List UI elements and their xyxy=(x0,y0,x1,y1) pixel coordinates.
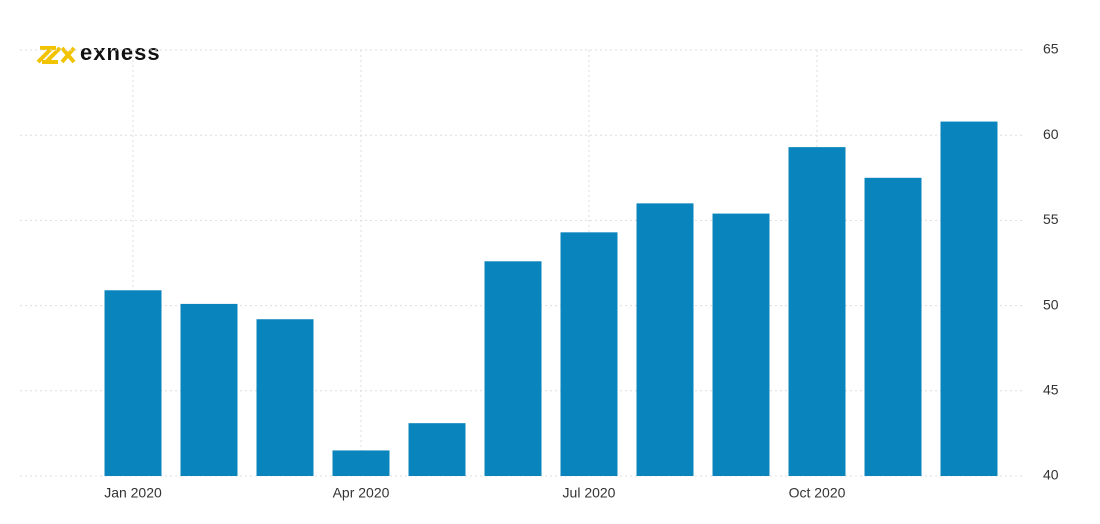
bar xyxy=(560,232,618,476)
y-tick-label: 40 xyxy=(1043,467,1059,483)
y-tick-label: 65 xyxy=(1043,41,1059,57)
y-tick-label: 55 xyxy=(1043,211,1059,227)
y-tick-label: 50 xyxy=(1043,296,1059,312)
logo-text: exness xyxy=(80,40,161,65)
x-tick-label: Jul 2020 xyxy=(563,485,616,501)
y-tick-label: 60 xyxy=(1043,126,1059,142)
bar xyxy=(712,213,770,477)
x-tick-label: Apr 2020 xyxy=(333,485,390,501)
bar xyxy=(788,147,846,477)
bar xyxy=(104,290,162,476)
bar xyxy=(408,423,466,476)
bar xyxy=(636,203,694,477)
bar xyxy=(940,121,998,477)
bar xyxy=(484,261,542,476)
x-tick-label: Oct 2020 xyxy=(789,485,846,501)
bar xyxy=(332,450,390,476)
bar xyxy=(864,177,922,477)
bar xyxy=(180,303,238,476)
y-tick-label: 45 xyxy=(1043,382,1059,398)
x-tick-label: Jan 2020 xyxy=(104,485,162,501)
bar xyxy=(256,319,314,476)
